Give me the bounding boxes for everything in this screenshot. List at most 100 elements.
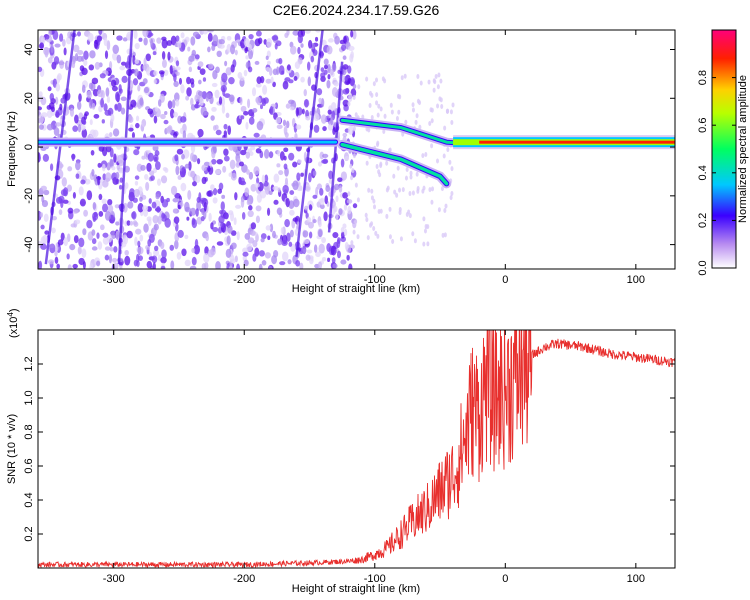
- noise-speckle: [173, 80, 179, 88]
- colorbar: 0.0 0.2 0.4 0.6 0.8 Normalized spectral ampl…: [697, 29, 749, 276]
- noise-speckle: [265, 55, 269, 61]
- noise-speckle: [376, 112, 380, 118]
- noise-speckle: [81, 84, 86, 94]
- noise-speckle: [92, 212, 99, 221]
- noise-speckle: [116, 54, 122, 64]
- noise-speckle: [190, 170, 196, 177]
- noise-speckle: [288, 79, 294, 84]
- noise-speckle: [201, 176, 207, 185]
- noise-speckle: [180, 182, 187, 192]
- noise-speckle: [372, 225, 376, 231]
- noise-speckle: [199, 68, 206, 75]
- noise-speckle: [316, 88, 323, 96]
- noise-speckle: [340, 259, 347, 265]
- noise-speckle: [167, 51, 171, 61]
- noise-speckle: [188, 55, 195, 62]
- noise-speckle: [300, 76, 305, 83]
- noise-speckle: [255, 215, 260, 224]
- noise-speckle: [365, 160, 369, 166]
- noise-speckle: [301, 108, 305, 115]
- noise-speckle: [128, 127, 134, 132]
- noise-speckle: [385, 213, 389, 219]
- noise-speckle: [295, 107, 299, 117]
- noise-speckle: [140, 123, 145, 132]
- noise-speckle: [212, 227, 219, 233]
- noise-speckle: [340, 231, 345, 239]
- noise-speckle: [281, 239, 288, 246]
- noise-speckle: [333, 205, 338, 213]
- noise-speckle: [78, 237, 85, 248]
- spectrogram-y-label: Frequency (Hz): [6, 111, 18, 187]
- noise-speckle: [263, 180, 269, 187]
- noise-speckle: [105, 87, 110, 97]
- noise-speckle: [128, 115, 134, 124]
- noise-speckle: [333, 183, 340, 191]
- noise-speckle: [203, 111, 209, 116]
- noise-speckle: [272, 185, 279, 191]
- noise-speckle: [52, 30, 59, 41]
- noise-speckle: [89, 262, 94, 269]
- noise-speckle: [415, 171, 419, 177]
- noise-speckle: [156, 37, 162, 44]
- noise-speckle: [448, 159, 452, 165]
- noise-speckle: [141, 155, 146, 160]
- noise-speckle: [152, 51, 157, 56]
- noise-speckle: [269, 223, 274, 233]
- noise-speckle: [170, 185, 178, 196]
- noise-speckle: [342, 64, 349, 70]
- noise-speckle: [292, 30, 299, 36]
- noise-speckle: [91, 246, 98, 251]
- noise-speckle: [104, 210, 111, 221]
- noise-speckle: [269, 106, 274, 115]
- noise-speckle: [252, 253, 257, 262]
- noise-speckle: [349, 53, 354, 63]
- noise-speckle: [108, 254, 113, 264]
- noise-speckle: [142, 30, 149, 38]
- noise-speckle: [166, 197, 170, 203]
- noise-speckle: [103, 37, 108, 46]
- noise-speckle: [422, 216, 426, 222]
- noise-speckle: [342, 223, 347, 229]
- feature-core: [340, 142, 449, 186]
- noise-speckle: [212, 70, 218, 80]
- noise-speckle: [148, 198, 152, 204]
- noise-speckle: [327, 109, 332, 115]
- noise-speckle: [120, 96, 127, 102]
- noise-speckle: [191, 247, 196, 254]
- noise-speckle: [143, 86, 150, 94]
- x-tick-label: 100: [627, 573, 645, 585]
- noise-speckle: [441, 232, 445, 238]
- x-tick-label: -300: [103, 274, 125, 286]
- noise-speckle: [77, 49, 84, 55]
- noise-speckle: [221, 194, 226, 199]
- noise-speckle: [110, 79, 117, 87]
- noise-speckle: [386, 185, 390, 191]
- noise-speckle: [48, 243, 55, 248]
- noise-speckle: [152, 215, 159, 224]
- noise-speckle: [60, 97, 66, 104]
- x-tick-label: 0: [502, 274, 508, 286]
- noise-speckle: [323, 58, 329, 66]
- noise-speckle: [220, 201, 225, 211]
- noise-speckle: [343, 228, 348, 237]
- noise-speckle: [272, 81, 276, 88]
- noise-speckle: [190, 97, 194, 106]
- noise-speckle: [207, 165, 211, 172]
- noise-speckle: [352, 229, 356, 235]
- noise-speckle: [126, 230, 133, 239]
- noise-speckle: [248, 49, 254, 60]
- noise-speckle: [221, 72, 228, 83]
- noise-speckle: [97, 162, 102, 168]
- noise-speckle: [276, 124, 283, 129]
- noise-speckle: [403, 73, 407, 79]
- noise-speckle: [246, 169, 250, 175]
- colorbar-ticks: 0.0 0.2 0.4 0.6 0.8: [697, 70, 736, 276]
- noise-speckle: [313, 124, 320, 133]
- noise-speckle: [352, 126, 356, 132]
- noise-speckle: [263, 149, 270, 159]
- colorbar-tick-label: 0.6: [697, 118, 709, 133]
- noise-speckle: [187, 46, 191, 52]
- noise-speckle: [227, 225, 233, 234]
- noise-speckle: [430, 118, 434, 124]
- noise-speckle: [38, 106, 43, 111]
